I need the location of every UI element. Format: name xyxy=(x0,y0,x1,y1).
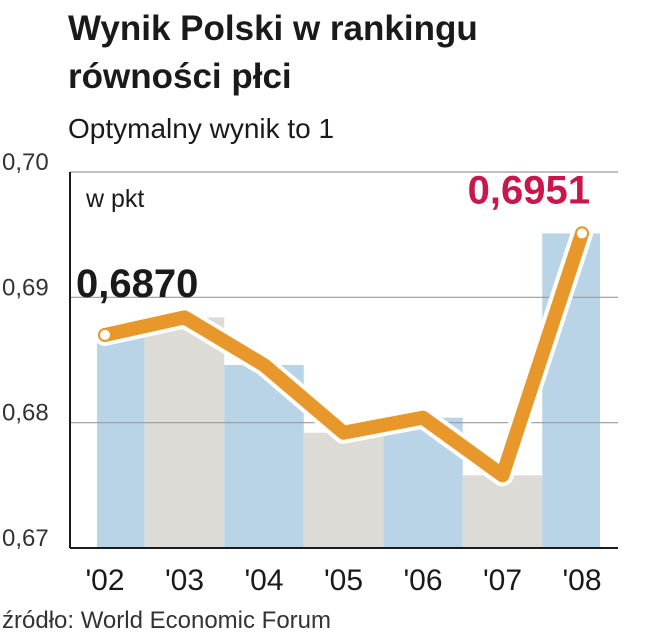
point xyxy=(575,226,589,241)
bar xyxy=(462,475,543,548)
source: źródło: World Economic Forum xyxy=(2,607,331,634)
bar xyxy=(97,334,145,548)
chart-subtitle: Optymalny wynik to 1 xyxy=(68,113,334,144)
x-tick-label: '06 xyxy=(403,564,442,597)
y-tick-label: 0,67 xyxy=(2,525,49,552)
x-tick-label: '07 xyxy=(483,564,522,597)
y-tick-label: 0,70 xyxy=(2,149,49,176)
bar xyxy=(144,317,225,548)
chart-title: Wynik Polski w rankingu xyxy=(68,9,478,48)
bars xyxy=(97,233,600,548)
bar xyxy=(542,233,600,548)
y-tick-label: 0,69 xyxy=(2,274,49,301)
line xyxy=(98,226,589,483)
bar xyxy=(303,432,384,548)
x-tick-label: '03 xyxy=(165,564,204,597)
x-tick-label: '04 xyxy=(244,564,283,597)
value-label: 0,6870 xyxy=(76,262,198,306)
y-axis-label: w pkt xyxy=(85,185,144,213)
x-tick-label: '05 xyxy=(324,564,363,597)
y-tick-label: 0,68 xyxy=(2,400,49,427)
x-tick-label: '08 xyxy=(562,564,601,597)
x-tick-label: '02 xyxy=(85,564,124,597)
value-label: 0,6951 xyxy=(468,168,590,212)
point xyxy=(98,327,112,342)
chart-title: równości płci xyxy=(68,57,292,96)
